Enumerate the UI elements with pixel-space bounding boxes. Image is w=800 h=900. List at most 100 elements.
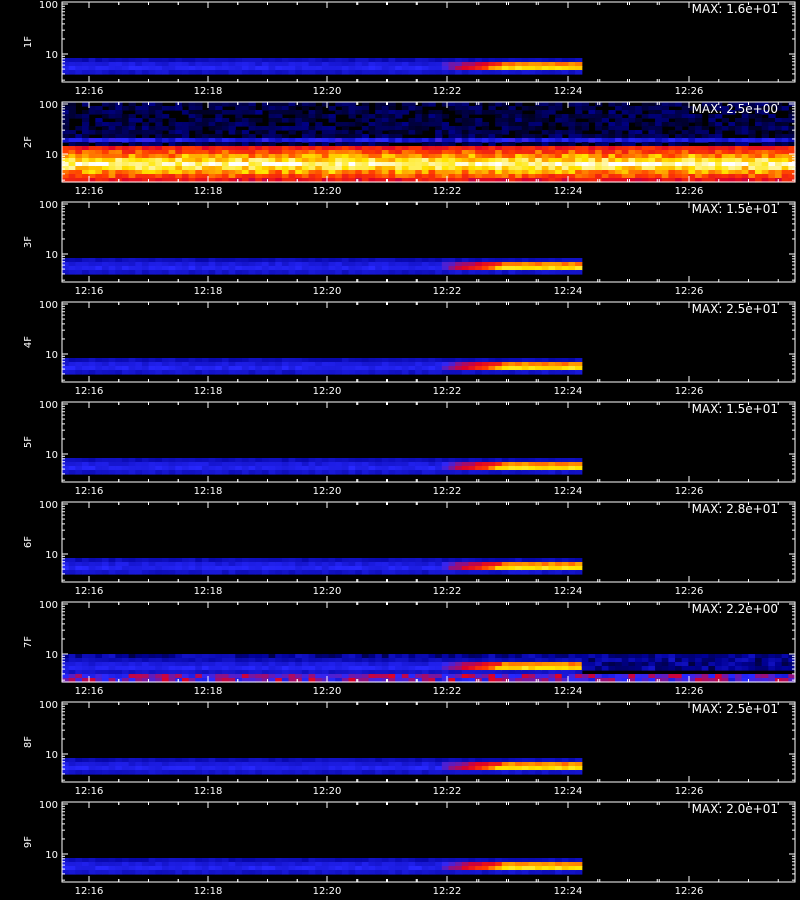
heatmap-cell: [515, 146, 523, 151]
heatmap-cell: [161, 146, 170, 151]
heatmap-cell: [81, 362, 90, 367]
heatmap-cell: [315, 162, 323, 167]
heatmap-cell: [328, 678, 336, 683]
heatmap-cell: [248, 674, 256, 679]
heatmap-cell: [628, 678, 636, 683]
heatmap-cell: [401, 358, 410, 363]
heatmap-cell: [575, 110, 583, 115]
heatmap-cell: [528, 262, 536, 267]
heatmap-cell: [361, 658, 370, 663]
heatmap-cell: [621, 134, 630, 139]
heatmap-cell: [335, 110, 343, 115]
heatmap-cell: [408, 122, 416, 127]
heatmap-cell: [595, 158, 603, 163]
heatmap-cell: [301, 570, 310, 575]
heatmap-cell: [315, 262, 323, 267]
heatmap-cell: [101, 258, 110, 263]
heatmap-cell: [708, 134, 716, 139]
heatmap-cell: [328, 170, 336, 175]
heatmap-cell: [121, 270, 130, 275]
heatmap-cell: [115, 130, 123, 135]
heatmap-cell: [528, 134, 536, 139]
heatmap-cell: [528, 658, 536, 663]
heatmap-cell: [461, 150, 470, 155]
heatmap-cell: [95, 150, 103, 155]
heatmap-cell: [641, 126, 649, 131]
heatmap-cell: [108, 166, 116, 171]
heatmap-cell: [435, 62, 443, 67]
heatmap-cell: [515, 122, 523, 127]
heatmap-cell: [388, 458, 396, 463]
heatmap-cell: [755, 178, 763, 183]
heatmap-cell: [608, 662, 616, 667]
heatmap-cell: [135, 166, 143, 171]
heatmap-cell: [335, 366, 343, 371]
heatmap-cell: [541, 174, 550, 179]
heatmap-cell: [728, 150, 736, 155]
heatmap-cell: [221, 358, 230, 363]
heatmap-cell: [368, 466, 376, 471]
heatmap-cell: [675, 150, 683, 155]
heatmap-cell: [415, 162, 423, 167]
heatmap-cell: [541, 366, 550, 371]
heatmap-cell: [188, 166, 196, 171]
heatmap-cell: [501, 126, 510, 131]
heatmap-cell: [195, 178, 203, 183]
heatmap-cell: [695, 154, 703, 159]
heatmap-cell: [348, 262, 356, 267]
heatmap-cell: [415, 662, 423, 667]
heatmap-cells: [62, 258, 583, 275]
heatmap-cell: [155, 106, 163, 111]
heatmap-cell: [488, 66, 496, 71]
heatmap-cell: [668, 102, 676, 107]
heatmap-cell: [741, 174, 749, 179]
heatmap-cell: [368, 162, 376, 167]
heatmap-cell: [108, 154, 116, 159]
heatmap-cell: [241, 558, 250, 563]
heatmap-cell: [341, 102, 350, 107]
heatmap-cell: [95, 470, 103, 475]
heatmap-cell: [175, 362, 183, 367]
heatmap-cell: [581, 142, 590, 147]
heatmap-cell: [781, 146, 789, 151]
heatmap-cell: [308, 558, 316, 563]
heatmap-cell: [441, 66, 450, 71]
heatmap-cell: [255, 118, 263, 123]
heatmap-cell: [721, 174, 729, 179]
heatmap-cell: [481, 170, 490, 175]
heatmap-cell: [195, 126, 203, 131]
heatmap-cell: [748, 106, 756, 111]
heatmap-cell: [421, 178, 430, 183]
heatmap-cell: [195, 358, 203, 363]
heatmap-cell: [715, 158, 723, 163]
heatmap-cell: [428, 270, 436, 275]
x-tick-label: 12:26: [675, 86, 704, 97]
heatmap-cell: [75, 462, 83, 467]
heatmap-cell: [75, 562, 83, 567]
heatmap-cell: [335, 658, 343, 663]
heatmap-cell: [541, 670, 550, 675]
heatmap-cell: [681, 166, 689, 171]
heatmap-cell: [275, 558, 283, 563]
heatmap-cell: [375, 670, 383, 675]
heatmap-cell: [255, 158, 263, 163]
heatmap-cell: [101, 466, 110, 471]
heatmap-cell: [508, 674, 516, 679]
heatmap-cell: [62, 170, 70, 175]
heatmap-cell: [375, 146, 383, 151]
heatmap-cell: [68, 134, 76, 139]
heatmap-cell: [148, 70, 156, 75]
heatmap-cell: [421, 558, 430, 563]
heatmap-cell: [168, 366, 176, 371]
heatmap-cell: [515, 58, 523, 63]
heatmap-cell: [348, 142, 356, 147]
heatmap-cell: [135, 266, 143, 271]
heatmap-cell: [108, 262, 116, 267]
heatmap-cell: [235, 258, 243, 263]
heatmap-cell: [635, 678, 643, 683]
heatmap-cell: [475, 174, 483, 179]
heatmap-cell: [428, 62, 436, 67]
heatmap-cell: [708, 106, 716, 111]
heatmap-cell: [388, 678, 396, 683]
heatmap-cell: [735, 178, 743, 183]
